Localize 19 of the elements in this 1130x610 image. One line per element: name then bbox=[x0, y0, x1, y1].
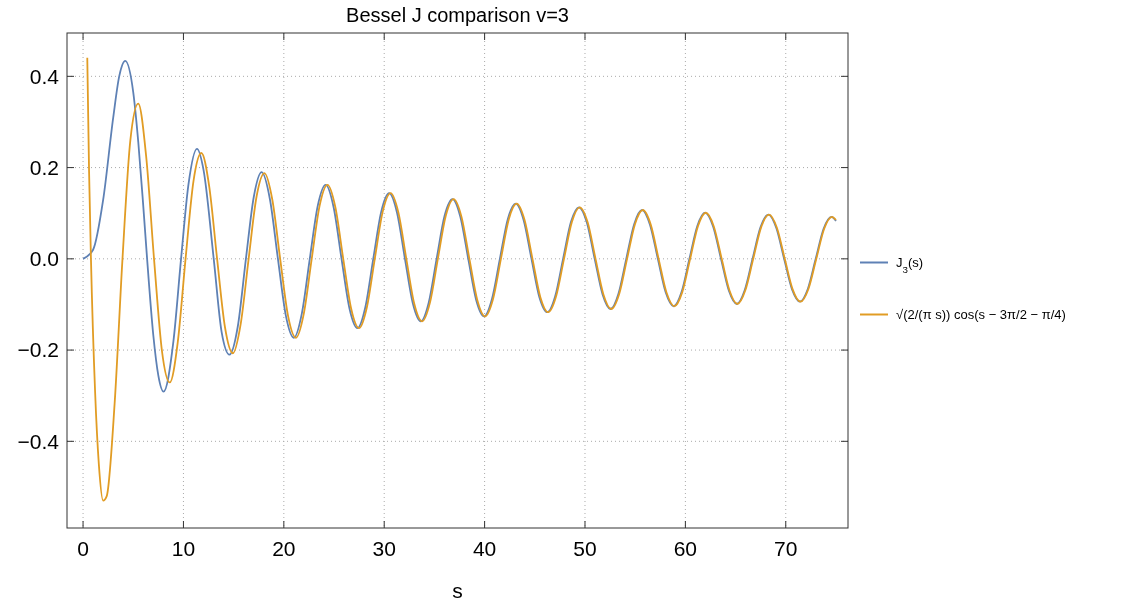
line-series bbox=[82, 59, 837, 393]
line-series bbox=[86, 56, 837, 502]
x-tick-label: 70 bbox=[774, 537, 798, 560]
x-tick-label: 20 bbox=[272, 537, 296, 560]
x-tick-label: 60 bbox=[673, 537, 698, 560]
legend-label: √(2/(π s)) cos(s − 3π/2 − π/4) bbox=[896, 307, 1066, 323]
x-tick-label: 30 bbox=[372, 537, 396, 560]
x-tick-label: 10 bbox=[171, 537, 196, 560]
x-tick-label: 50 bbox=[573, 537, 597, 560]
chart-title: Bessel J comparison v=3 bbox=[346, 4, 569, 26]
y-tick-label: 0.4 bbox=[29, 64, 60, 88]
y-tick-label: 0.0 bbox=[29, 247, 59, 271]
y-tick-label: 0.2 bbox=[29, 155, 59, 179]
x-axis-title: s bbox=[452, 579, 463, 602]
y-tick-label: −0.4 bbox=[17, 429, 60, 453]
x-tick-label: 0 bbox=[77, 537, 89, 560]
y-tick-label: −0.2 bbox=[17, 338, 59, 362]
legend-label: J$_{3}$(s) bbox=[896, 255, 924, 275]
x-tick-label: 40 bbox=[472, 537, 497, 560]
